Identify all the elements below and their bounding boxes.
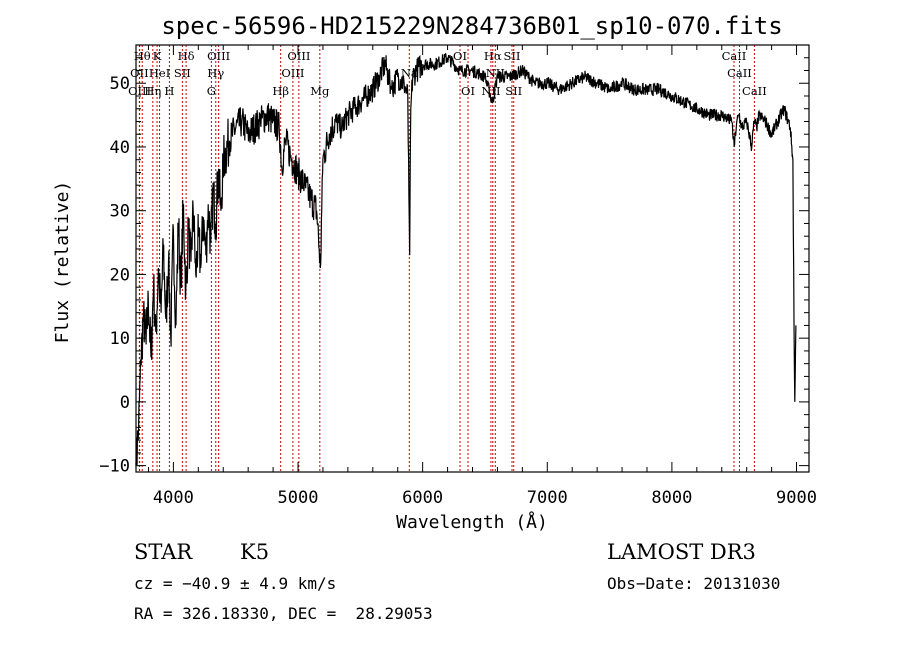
y-tick-label: 20 [110, 265, 130, 285]
line-marker-label: SII [505, 84, 522, 98]
line-marker-label: Hδ [178, 49, 195, 63]
y-tick-label: 50 [110, 74, 130, 94]
x-axis-label: Wavelength (Å) [396, 511, 548, 533]
line-marker-label: Mg [310, 84, 330, 98]
line-marker-label: H [164, 84, 174, 98]
y-tick-label: 30 [110, 202, 130, 222]
line-marker-label: K [153, 49, 162, 63]
x-tick-label: 4000 [153, 488, 194, 508]
y-axis-label: Flux (relative) [52, 181, 73, 344]
line-marker-label: Hα [484, 49, 502, 63]
y-tick-label: 10 [110, 329, 130, 349]
object-class: STAR [134, 540, 193, 564]
plot-frame [135, 44, 810, 473]
redshift-text: cz = −40.9 ± 4.9 km/s [134, 574, 337, 593]
line-marker-label: OIII [287, 49, 310, 63]
line-marker-label: CaII [742, 84, 767, 98]
line-marker-label: CaII [722, 49, 747, 63]
line-marker-label: OIII [281, 66, 304, 80]
x-tick-label: 5000 [278, 488, 319, 508]
object-subclass: K5 [240, 540, 270, 564]
line-marker-label: SII [504, 49, 521, 63]
line-marker-label: NII [481, 84, 500, 98]
chart-title: spec-56596-HD215229N284736B01_sp10-070.f… [161, 12, 782, 40]
coordinates: RA = 326.18330, DEC = 28.29053 [134, 604, 433, 623]
x-tick-label: 8000 [651, 488, 692, 508]
y-tick-label: 40 [110, 138, 130, 158]
line-marker-label: OIII [128, 84, 151, 98]
y-tick-label: 0 [120, 393, 130, 413]
obs-date: Obs−Date: 20131030 [607, 574, 781, 593]
x-tick-label: 6000 [402, 488, 443, 508]
line-marker-label: Hη [144, 84, 161, 98]
line-marker-label: OIII [207, 49, 230, 63]
axis-ticks: 4000 5000 6000 7000 8000 9000 −10 0 10 20 30 40 50 [99, 45, 817, 508]
x-tick-label: 9000 [776, 488, 817, 508]
spectrum-line [135, 53, 797, 466]
line-marker-label: Hθ [134, 49, 151, 63]
line-marker-label: OI [461, 84, 475, 98]
survey-name: LAMOST DR3 [607, 540, 756, 564]
line-marker-label: CaII [727, 66, 752, 80]
line-marker-label: Hβ [272, 84, 289, 98]
line-marker-label: SII [174, 66, 191, 80]
line-marker-label: HeI [149, 66, 170, 80]
line-marker-label: Hγ [207, 66, 224, 80]
line-marker-label: OI [453, 49, 467, 63]
x-tick-label: 7000 [527, 488, 568, 508]
y-tick-label: −10 [99, 457, 130, 477]
line-marker-label: G [207, 84, 216, 98]
